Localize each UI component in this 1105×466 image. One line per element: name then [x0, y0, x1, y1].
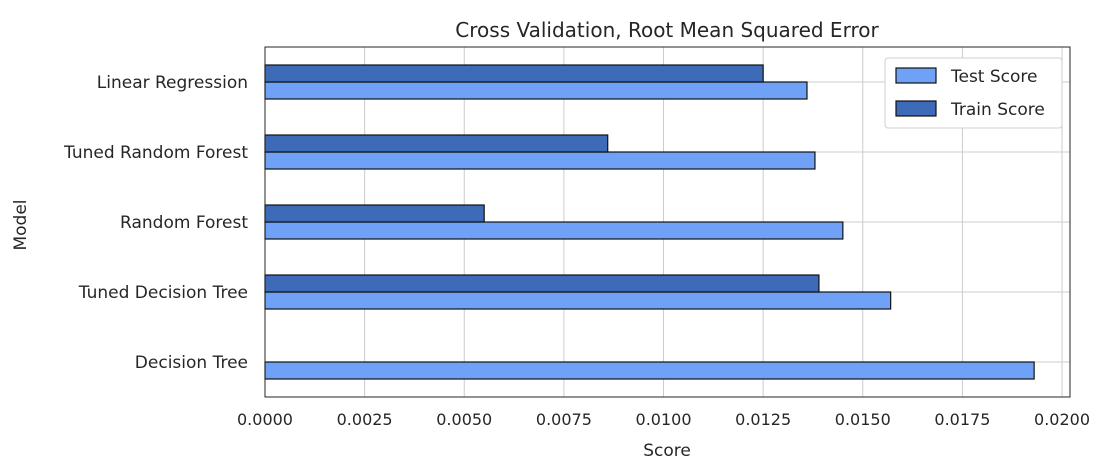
legend-label: Test Score — [950, 67, 1038, 87]
x-tick-label: 0.0125 — [735, 410, 791, 429]
x-tick-label: 0.0175 — [934, 410, 990, 429]
plot-frame — [264, 46, 1071, 398]
train-score-bar — [264, 134, 609, 153]
legend-swatch — [895, 67, 937, 84]
train-score-bar — [264, 64, 764, 83]
test-score-bar — [264, 151, 816, 170]
x-tick-labels: 0.0000 0.0025 0.0050 0.0075 0.0100 0.0125 0.01… — [237, 410, 1090, 429]
y-tick-labels: Decision Tree Tuned Decision Tree Random F… — [63, 73, 248, 373]
test-score-bar — [264, 81, 808, 100]
legend: Test Score Train Score — [884, 57, 1063, 129]
y-axis-label: Model — [11, 199, 31, 250]
x-tick-label: 0.0025 — [337, 410, 393, 429]
y-tick-label: Decision Tree — [135, 353, 248, 373]
y-tick-label: Random Forest — [120, 213, 248, 233]
train-score-bar — [264, 274, 820, 293]
test-score-bar — [264, 291, 892, 310]
x-tick-label: 0.0100 — [636, 410, 692, 429]
bars — [264, 64, 1035, 380]
x-tick-label: 0.0200 — [1034, 410, 1090, 429]
legend-swatch — [895, 100, 937, 117]
x-tick-label: 0.0000 — [237, 410, 293, 429]
x-tick-label: 0.0075 — [536, 410, 592, 429]
test-score-bar — [264, 361, 1035, 380]
y-tick-label: Linear Regression — [97, 73, 248, 93]
y-tick-label: Tuned Random Forest — [63, 143, 248, 163]
x-tick-label: 0.0050 — [436, 410, 492, 429]
y-tick-label: Tuned Decision Tree — [78, 283, 248, 303]
x-tick-label: 0.0150 — [835, 410, 891, 429]
legend-label: Train Score — [950, 100, 1045, 120]
test-score-bar — [264, 221, 844, 240]
x-axis-label: Score — [643, 441, 691, 461]
chart-title: Cross Validation, Root Mean Squared Erro… — [455, 18, 879, 42]
train-score-bar — [264, 204, 485, 223]
